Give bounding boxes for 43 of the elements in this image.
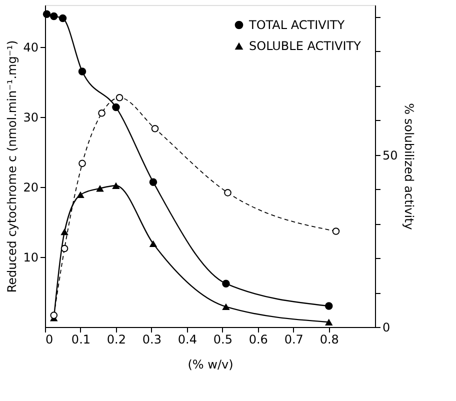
x-tick-label: 0.6 xyxy=(248,332,268,346)
y2-tick-label: 0 xyxy=(382,320,390,334)
y-axis-title: Reduced cytochrome c (nmol.min⁻¹.mg⁻¹) xyxy=(5,40,20,293)
x-tick-label: 0.1 xyxy=(71,332,91,346)
point xyxy=(116,94,124,102)
point xyxy=(149,178,158,186)
point xyxy=(78,68,86,76)
point xyxy=(58,14,67,22)
point xyxy=(60,228,68,236)
x-tick-label: 0.3 xyxy=(142,332,162,346)
y2-tick-label: 50 xyxy=(382,148,398,162)
y-tick-label: 20 xyxy=(23,180,38,194)
legend-label: TOTAL ACTIVITY xyxy=(248,18,346,32)
point xyxy=(60,244,68,252)
x-tick-label: 0.2 xyxy=(106,332,126,346)
point xyxy=(325,302,333,310)
point xyxy=(224,189,232,196)
point xyxy=(332,228,340,235)
point xyxy=(98,109,106,117)
x-tick-label: 0.4 xyxy=(178,332,197,346)
point xyxy=(112,182,120,189)
point xyxy=(149,240,158,248)
y-tick-label: 30 xyxy=(23,110,38,124)
y-tick-label: 10 xyxy=(23,250,38,264)
x-tick-label: 0.5 xyxy=(213,332,232,346)
point xyxy=(112,103,120,112)
y-tick-label: 40 xyxy=(23,40,38,54)
x-axis-title: (% w/v) xyxy=(188,358,234,372)
point xyxy=(325,318,333,326)
point xyxy=(222,280,230,288)
point xyxy=(78,160,86,168)
y2-axis-title: % solubilized activity xyxy=(402,103,416,230)
point xyxy=(42,10,51,18)
point xyxy=(151,124,159,132)
x-tick-label: 0 xyxy=(46,332,54,346)
point xyxy=(96,185,104,192)
point xyxy=(222,303,230,310)
point xyxy=(50,312,58,319)
point xyxy=(50,12,58,20)
x-tick-label: 0.8 xyxy=(320,332,339,346)
x-tick-label: 0.7 xyxy=(284,332,304,346)
point xyxy=(76,191,84,198)
legend-label: SOLUBLE ACTIVITY xyxy=(249,39,362,53)
